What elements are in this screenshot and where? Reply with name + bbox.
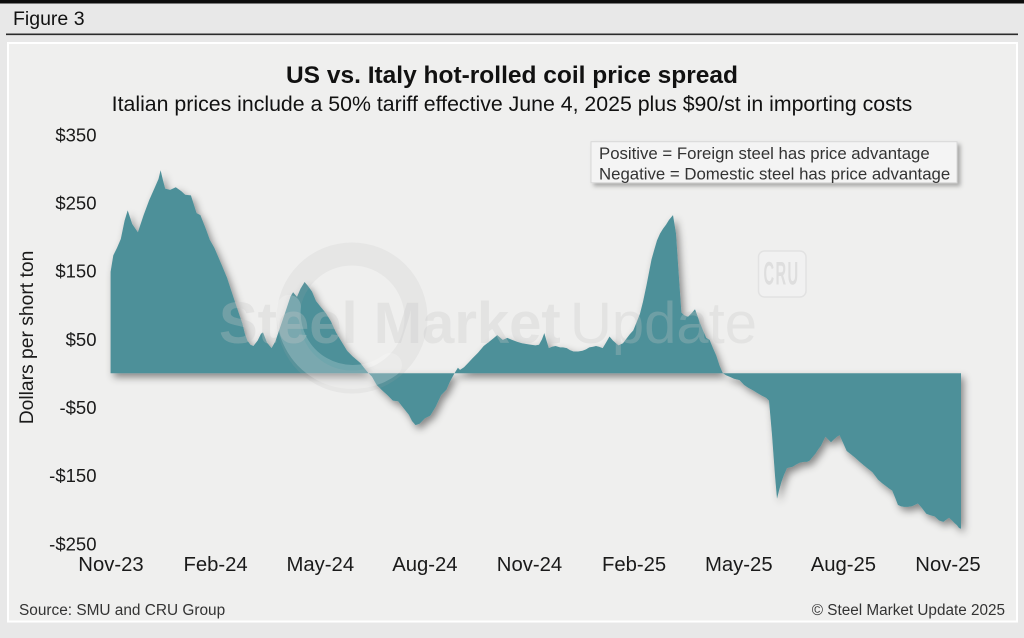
svg-text:$250: $250 xyxy=(55,193,96,214)
svg-text:-$50: -$50 xyxy=(59,397,96,418)
svg-text:$150: $150 xyxy=(55,261,96,282)
svg-text:$50: $50 xyxy=(66,329,97,350)
svg-text:Feb-25: Feb-25 xyxy=(602,554,666,576)
svg-text:May-25: May-25 xyxy=(705,554,773,576)
svg-text:Nov-24: Nov-24 xyxy=(497,554,562,576)
svg-text:-$250: -$250 xyxy=(49,533,96,554)
svg-text:$350: $350 xyxy=(55,124,96,145)
svg-text:Update: Update xyxy=(570,291,757,356)
svg-text:Aug-25: Aug-25 xyxy=(811,554,876,576)
svg-text:-$150: -$150 xyxy=(49,465,96,486)
svg-text:CRU: CRU xyxy=(763,256,799,292)
svg-text:Feb-24: Feb-24 xyxy=(183,554,247,576)
svg-text:Dollars per short ton: Dollars per short ton xyxy=(17,251,38,425)
svg-text:Italian prices include a 50% t: Italian prices include a 50% tariff effe… xyxy=(112,92,913,116)
svg-text:Nov-25: Nov-25 xyxy=(915,554,980,576)
svg-text:US vs. Italy hot-rolled coil p: US vs. Italy hot-rolled coil price sprea… xyxy=(286,62,738,89)
svg-text:Figure 3: Figure 3 xyxy=(13,8,85,30)
svg-text:Negative = Domestic steel has: Negative = Domestic steel has price adva… xyxy=(599,164,950,183)
svg-text:Positive = Foreign steel has p: Positive = Foreign steel has price advan… xyxy=(599,144,930,163)
svg-text:Nov-23: Nov-23 xyxy=(78,554,143,576)
svg-text:Steel Market: Steel Market xyxy=(219,291,561,356)
svg-text:© Steel Market Update 2025: © Steel Market Update 2025 xyxy=(812,602,1005,619)
svg-text:May-24: May-24 xyxy=(286,554,354,576)
svg-text:Source: SMU and CRU Group: Source: SMU and CRU Group xyxy=(19,602,225,619)
svg-text:Aug-24: Aug-24 xyxy=(392,554,457,576)
